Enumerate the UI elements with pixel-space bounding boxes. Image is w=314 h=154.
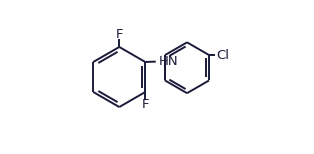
Text: Cl: Cl — [216, 49, 229, 62]
Text: F: F — [116, 28, 123, 41]
Text: F: F — [142, 98, 149, 111]
Text: HN: HN — [159, 55, 178, 68]
